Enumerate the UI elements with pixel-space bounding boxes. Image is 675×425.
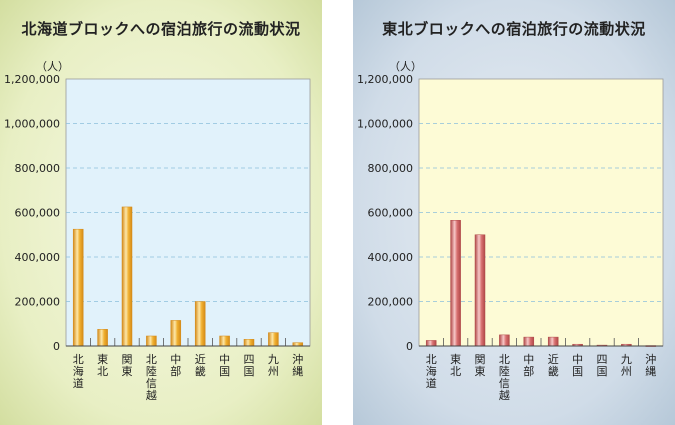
x-tick-label: 関東 [122, 353, 133, 378]
chart-title: 東北ブロックへの宿泊旅行の流動状況 [382, 20, 646, 38]
y-tick-label: 600,000 [368, 207, 414, 220]
x-tick-label: 東北 [450, 353, 461, 378]
y-tick-label: 0 [406, 340, 413, 353]
x-tick-label: 沖縄 [645, 353, 656, 378]
bar-四国 [243, 339, 255, 347]
y-tick-label: 1,200,000 [4, 73, 60, 86]
bar-chart-hokkaido: 0 200,000 400,000 600,000 800,000 1,000,000 1,… [4, 60, 311, 402]
y-tick-label: 200,000 [15, 296, 61, 309]
x-tick-label: 九州 [621, 353, 632, 378]
bar-東北 [450, 220, 461, 347]
bar-東北 [97, 329, 108, 347]
bar-近畿 [547, 336, 559, 347]
y-axis-unit-label: （人） [36, 60, 69, 73]
x-tick-label: 中部 [523, 353, 534, 378]
y-tick-label: 800,000 [15, 162, 61, 175]
panel-tohoku: 東北ブロックへの宿泊旅行の流動状況 0 200,000 400,000 600,000… [353, 0, 675, 425]
y-tick-label: 1,000,000 [357, 118, 413, 131]
bar-北陸信越 [499, 334, 510, 347]
bar-北海道 [72, 228, 84, 347]
chart-title: 北海道ブロックへの宿泊旅行の流動状況 [21, 20, 301, 38]
x-tick-label: 近畿 [548, 353, 559, 378]
bar-近畿 [194, 301, 206, 347]
bar-九州 [268, 332, 279, 347]
bar-北海道 [425, 340, 437, 347]
x-tick-label: 東北 [97, 353, 108, 378]
bar-関東 [474, 234, 486, 347]
bar-chart-tohoku: 0 200,000 400,000 600,000 800,000 1,000,000 1,… [357, 60, 664, 402]
bar-関東 [121, 206, 133, 347]
y-tick-label: 600,000 [15, 207, 61, 220]
y-tick-label: 200,000 [368, 296, 414, 309]
x-tick-label: 沖縄 [292, 353, 303, 378]
x-tick-label: 北陸信越 [146, 353, 157, 402]
bar-中部 [523, 336, 535, 347]
y-axis-unit-label: （人） [389, 60, 422, 73]
panel-hokkaido: 北海道ブロックへの宿泊旅行の流動状況 0 200,000 400,000 600,00… [0, 0, 322, 425]
x-tick-label: 中国 [572, 353, 583, 378]
y-tick-label: 0 [53, 340, 60, 353]
y-tick-label: 1,200,000 [357, 73, 413, 86]
y-tick-label: 400,000 [368, 251, 414, 264]
x-tick-label: 四国 [597, 353, 608, 378]
x-tick-label: 九州 [268, 353, 279, 378]
y-tick-label: 1,000,000 [4, 118, 60, 131]
bar-中部 [170, 320, 182, 347]
bar-北陸信越 [146, 335, 157, 347]
bar-沖縄 [292, 342, 304, 347]
x-tick-label: 中国 [219, 353, 230, 378]
bar-中国 [219, 335, 230, 347]
x-tick-label: 北海道 [426, 353, 437, 390]
x-tick-label: 北海道 [73, 353, 84, 390]
y-tick-label: 400,000 [15, 251, 61, 264]
x-tick-label: 関東 [475, 353, 486, 378]
x-tick-label: 四国 [244, 353, 255, 378]
x-tick-label: 中部 [170, 353, 181, 378]
x-tick-label: 近畿 [195, 353, 206, 378]
x-tick-label: 北陸信越 [499, 353, 510, 402]
y-tick-label: 800,000 [368, 162, 414, 175]
